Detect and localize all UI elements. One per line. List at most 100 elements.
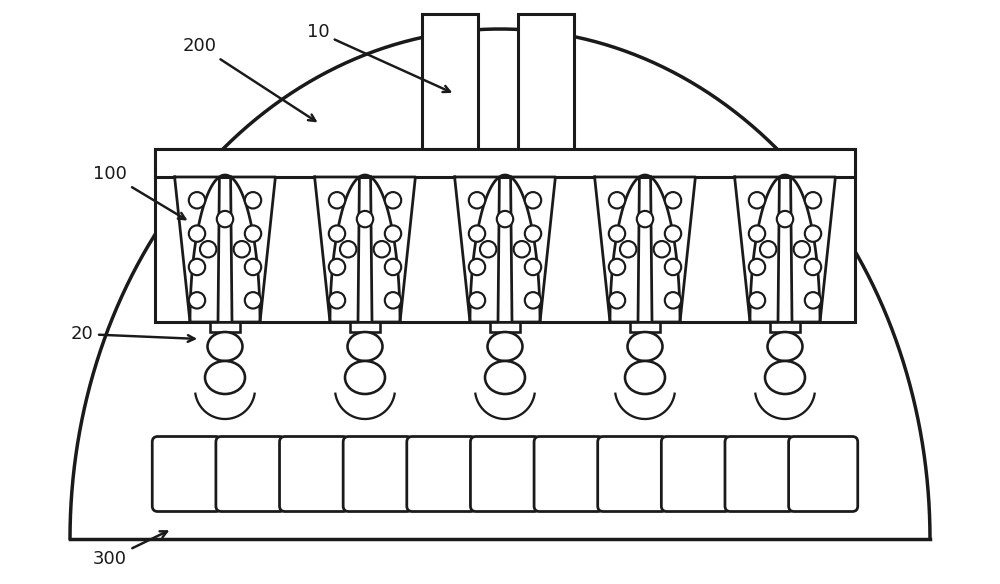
Text: 10: 10 (307, 23, 450, 92)
Circle shape (749, 192, 765, 208)
Circle shape (609, 292, 625, 308)
Polygon shape (735, 177, 779, 322)
Circle shape (329, 192, 345, 208)
Circle shape (609, 225, 625, 242)
Bar (770, 322, 800, 332)
Circle shape (805, 225, 821, 242)
Circle shape (217, 211, 233, 227)
Circle shape (189, 192, 205, 208)
FancyBboxPatch shape (598, 436, 667, 512)
Circle shape (665, 292, 681, 308)
Circle shape (620, 241, 636, 258)
Circle shape (665, 192, 681, 208)
Circle shape (245, 259, 261, 275)
Circle shape (340, 241, 356, 258)
Ellipse shape (628, 332, 662, 361)
Bar (518, 14, 574, 149)
Circle shape (329, 292, 345, 308)
Circle shape (374, 241, 390, 258)
Circle shape (200, 241, 216, 258)
Circle shape (777, 211, 793, 227)
Circle shape (525, 192, 541, 208)
Circle shape (245, 192, 261, 208)
FancyBboxPatch shape (343, 436, 412, 512)
Circle shape (189, 225, 205, 242)
FancyBboxPatch shape (789, 436, 858, 512)
Circle shape (805, 192, 821, 208)
Circle shape (329, 259, 345, 275)
Circle shape (480, 241, 496, 258)
FancyBboxPatch shape (152, 436, 221, 512)
Circle shape (469, 225, 485, 242)
Circle shape (794, 241, 810, 258)
Text: 20: 20 (71, 325, 194, 343)
Bar (210, 322, 240, 332)
Circle shape (189, 259, 205, 275)
Circle shape (385, 259, 401, 275)
Text: 300: 300 (93, 531, 167, 568)
FancyBboxPatch shape (216, 436, 285, 512)
Circle shape (385, 225, 401, 242)
Polygon shape (455, 177, 499, 322)
Bar (630, 322, 660, 332)
Text: 100: 100 (93, 165, 185, 219)
FancyBboxPatch shape (280, 436, 349, 512)
Ellipse shape (205, 361, 245, 394)
Circle shape (469, 192, 485, 208)
Polygon shape (511, 177, 555, 322)
Text: 200: 200 (183, 37, 315, 121)
FancyBboxPatch shape (407, 436, 476, 512)
Circle shape (357, 211, 373, 227)
FancyBboxPatch shape (470, 436, 540, 512)
Circle shape (385, 292, 401, 308)
Circle shape (654, 241, 670, 258)
Polygon shape (175, 177, 219, 322)
Bar (490, 322, 520, 332)
Ellipse shape (488, 332, 522, 361)
Bar (422, 14, 478, 149)
FancyBboxPatch shape (725, 436, 794, 512)
Circle shape (637, 211, 653, 227)
Circle shape (245, 292, 261, 308)
Circle shape (749, 259, 765, 275)
Bar (155, 149, 855, 177)
Circle shape (329, 225, 345, 242)
Circle shape (805, 292, 821, 308)
FancyBboxPatch shape (661, 436, 730, 512)
Ellipse shape (208, 332, 242, 361)
Circle shape (665, 225, 681, 242)
Circle shape (245, 225, 261, 242)
Circle shape (469, 259, 485, 275)
Circle shape (469, 292, 485, 308)
FancyBboxPatch shape (534, 436, 603, 512)
Circle shape (514, 241, 530, 258)
Ellipse shape (485, 361, 525, 394)
Bar (155, 149, 855, 322)
Polygon shape (651, 177, 695, 322)
Circle shape (609, 192, 625, 208)
Polygon shape (315, 177, 359, 322)
Circle shape (760, 241, 776, 258)
Circle shape (189, 292, 205, 308)
Polygon shape (371, 177, 415, 322)
Ellipse shape (765, 361, 805, 394)
Polygon shape (595, 177, 639, 322)
Circle shape (497, 211, 513, 227)
Ellipse shape (348, 332, 383, 361)
Circle shape (665, 259, 681, 275)
Polygon shape (231, 177, 275, 322)
Circle shape (749, 225, 765, 242)
Circle shape (805, 259, 821, 275)
Circle shape (525, 259, 541, 275)
Circle shape (609, 259, 625, 275)
Ellipse shape (345, 361, 385, 394)
Circle shape (234, 241, 250, 258)
Polygon shape (791, 177, 835, 322)
Circle shape (525, 225, 541, 242)
Ellipse shape (768, 332, 802, 361)
Bar (350, 322, 380, 332)
Circle shape (749, 292, 765, 308)
Circle shape (525, 292, 541, 308)
Circle shape (385, 192, 401, 208)
Ellipse shape (625, 361, 665, 394)
